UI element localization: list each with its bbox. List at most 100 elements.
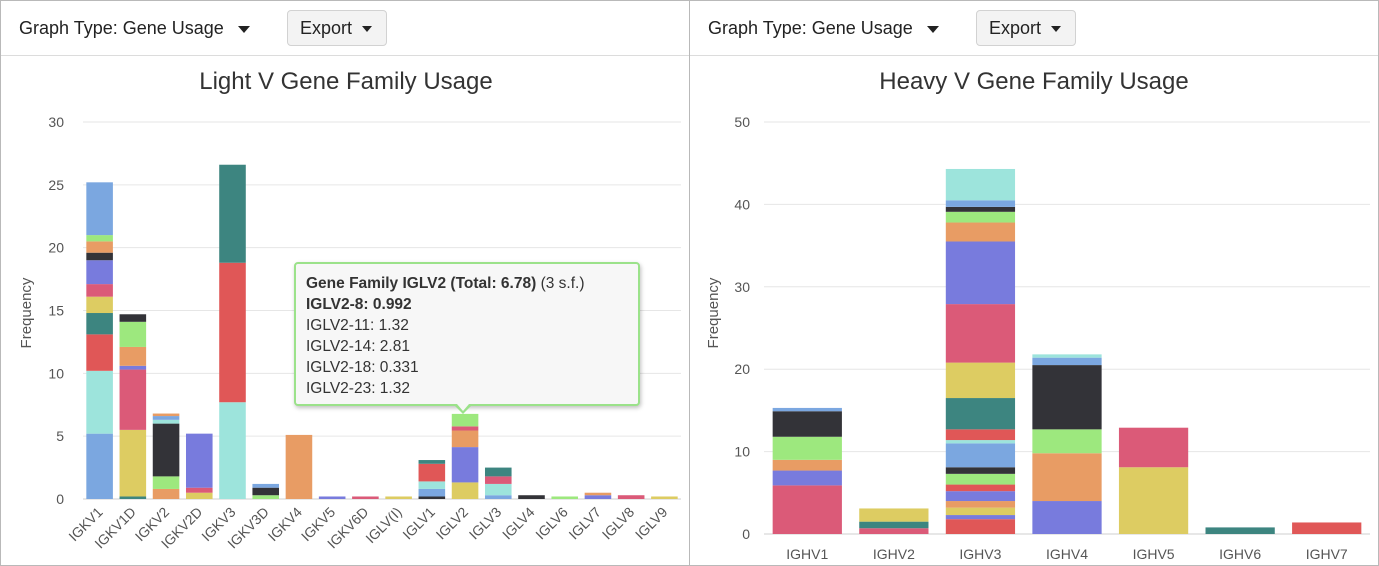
bar-segment[interactable] bbox=[772, 485, 842, 534]
bar-segment[interactable] bbox=[945, 362, 1016, 399]
bar-segment[interactable] bbox=[617, 495, 645, 499]
bar-segment[interactable] bbox=[1032, 501, 1102, 534]
bar-segment[interactable] bbox=[86, 182, 113, 236]
bar-segment[interactable] bbox=[451, 430, 479, 448]
bar-segment[interactable] bbox=[86, 260, 113, 285]
bar-segment[interactable] bbox=[945, 440, 1016, 444]
bar-segment[interactable] bbox=[185, 492, 213, 499]
bar-segment[interactable] bbox=[119, 314, 147, 322]
bar-segment[interactable] bbox=[451, 482, 479, 499]
bar-segment[interactable] bbox=[1205, 527, 1275, 534]
bar-segment[interactable] bbox=[484, 495, 512, 499]
bar-segment[interactable] bbox=[119, 365, 147, 370]
bar-segment[interactable] bbox=[859, 508, 929, 522]
bar-segment[interactable] bbox=[945, 241, 1016, 305]
bar-segment[interactable] bbox=[119, 369, 147, 430]
bar-segment[interactable] bbox=[152, 419, 180, 424]
bar-segment[interactable] bbox=[945, 484, 1016, 492]
bar-segment[interactable] bbox=[152, 476, 180, 489]
bar-segment[interactable] bbox=[1032, 357, 1102, 366]
bar-segment[interactable] bbox=[86, 296, 113, 314]
export-button-left[interactable]: Export bbox=[287, 10, 387, 46]
bar-segment[interactable] bbox=[152, 416, 180, 420]
bar-segment[interactable] bbox=[651, 496, 678, 499]
bar-segment[interactable] bbox=[119, 496, 147, 499]
bar-segment[interactable] bbox=[484, 476, 512, 484]
bar-segment[interactable] bbox=[185, 487, 213, 493]
bar-segment[interactable] bbox=[945, 200, 1016, 207]
bar-segment[interactable] bbox=[318, 496, 346, 499]
bar-segment[interactable] bbox=[86, 433, 113, 499]
bar-segment[interactable] bbox=[451, 413, 479, 427]
bar-segment[interactable] bbox=[945, 501, 1016, 508]
bar-segment[interactable] bbox=[945, 519, 1016, 534]
bar-segment[interactable] bbox=[772, 407, 842, 412]
bar-segment[interactable] bbox=[185, 433, 213, 488]
bar-segment[interactable] bbox=[1032, 354, 1102, 358]
bar-segment[interactable] bbox=[1292, 522, 1362, 534]
bar-segment[interactable] bbox=[385, 496, 412, 499]
bar-segment[interactable] bbox=[859, 528, 929, 534]
bar-segment[interactable] bbox=[119, 321, 147, 347]
bar-segment[interactable] bbox=[945, 304, 1016, 363]
bar-segment[interactable] bbox=[1118, 467, 1189, 534]
bar-segment[interactable] bbox=[945, 222, 1016, 242]
bar-segment[interactable] bbox=[418, 481, 446, 489]
bar-segment[interactable] bbox=[252, 487, 280, 496]
bar-segment[interactable] bbox=[119, 346, 147, 366]
bar-segment[interactable] bbox=[518, 495, 545, 499]
graph-type-dropdown-left[interactable]: Graph Type: Gene Usage bbox=[19, 18, 250, 39]
bar-segment[interactable] bbox=[551, 496, 579, 499]
bar-segment[interactable] bbox=[945, 168, 1016, 201]
bar-segment[interactable] bbox=[484, 467, 512, 477]
export-button-right[interactable]: Export bbox=[976, 10, 1076, 46]
bar-segment[interactable] bbox=[945, 211, 1016, 223]
bar-segment[interactable] bbox=[219, 402, 246, 499]
bar-segment[interactable] bbox=[86, 370, 113, 434]
bar-segment[interactable] bbox=[945, 443, 1016, 468]
bar-segment[interactable] bbox=[945, 398, 1016, 430]
bar-segment[interactable] bbox=[219, 262, 246, 403]
bar-segment[interactable] bbox=[418, 496, 446, 499]
bar-segment[interactable] bbox=[945, 515, 1016, 520]
bar-segment[interactable] bbox=[86, 241, 113, 253]
bar-segment[interactable] bbox=[152, 413, 180, 417]
bar-segment[interactable] bbox=[285, 434, 313, 499]
bar-segment[interactable] bbox=[945, 491, 1016, 502]
bar-segment[interactable] bbox=[152, 423, 180, 477]
bar-segment[interactable] bbox=[451, 426, 479, 431]
bar-segment[interactable] bbox=[86, 252, 113, 261]
bar-segment[interactable] bbox=[418, 460, 446, 464]
bar-segment[interactable] bbox=[451, 447, 479, 483]
bar-segment[interactable] bbox=[945, 429, 1016, 441]
bar-segment[interactable] bbox=[584, 495, 612, 499]
bar-segment[interactable] bbox=[352, 496, 379, 499]
bar-segment[interactable] bbox=[772, 470, 842, 486]
graph-type-dropdown-right[interactable]: Graph Type: Gene Usage bbox=[708, 18, 939, 39]
bar-segment[interactable] bbox=[484, 483, 512, 496]
bar-segment[interactable] bbox=[772, 436, 842, 460]
bar-segment[interactable] bbox=[1032, 429, 1102, 454]
bar-segment[interactable] bbox=[86, 284, 113, 297]
bar-segment[interactable] bbox=[1032, 365, 1102, 430]
bar-segment[interactable] bbox=[945, 206, 1016, 212]
bar-segment[interactable] bbox=[772, 459, 842, 471]
bar-segment[interactable] bbox=[86, 313, 113, 335]
bar-segment[interactable] bbox=[86, 334, 113, 371]
bar-segment[interactable] bbox=[252, 483, 280, 488]
bar-segment[interactable] bbox=[418, 463, 446, 482]
bar-segment[interactable] bbox=[418, 488, 446, 497]
bar-segment[interactable] bbox=[119, 429, 147, 497]
bar-segment[interactable] bbox=[945, 467, 1016, 474]
bar-segment[interactable] bbox=[86, 235, 113, 242]
bar-segment[interactable] bbox=[1118, 427, 1189, 468]
bar-segment[interactable] bbox=[945, 473, 1016, 485]
bar-segment[interactable] bbox=[772, 411, 842, 437]
bar-segment[interactable] bbox=[945, 507, 1016, 516]
bar-segment[interactable] bbox=[219, 164, 246, 263]
bar-segment[interactable] bbox=[859, 521, 929, 529]
bar-segment[interactable] bbox=[252, 495, 280, 499]
bar-segment[interactable] bbox=[1032, 453, 1102, 502]
bar-segment[interactable] bbox=[152, 488, 180, 499]
bar-segment[interactable] bbox=[584, 492, 612, 496]
